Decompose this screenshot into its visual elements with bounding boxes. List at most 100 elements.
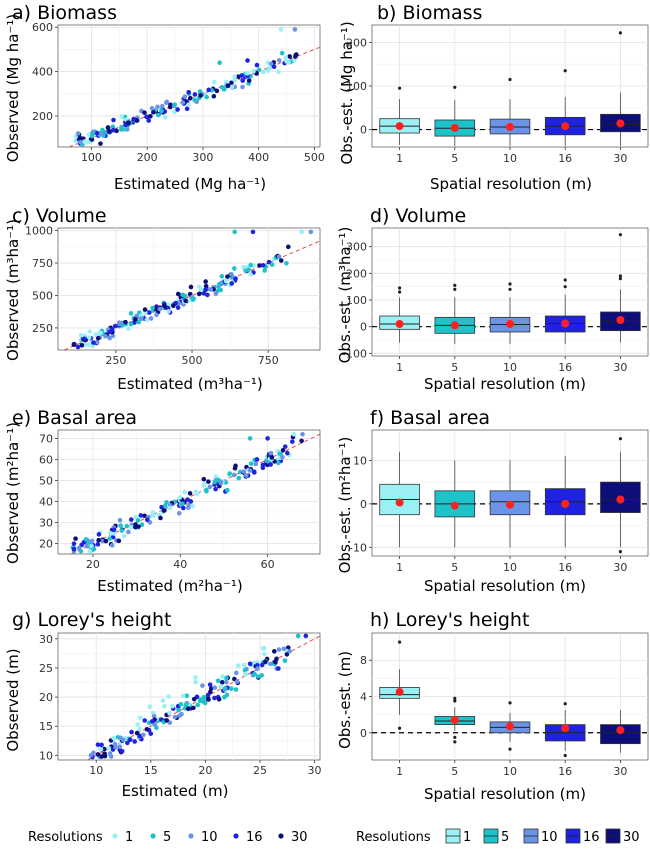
point-res-1 — [232, 77, 238, 83]
y-tick-label: 20 — [39, 691, 53, 704]
panel-c-ylabel: Observed (m³ha⁻¹) — [4, 219, 22, 361]
point-res-16 — [75, 344, 81, 350]
y-tick-label: 25 — [39, 662, 53, 675]
point-res-16 — [107, 329, 112, 335]
points-group — [71, 229, 314, 350]
point-res-16 — [203, 287, 208, 293]
point-res-10 — [268, 61, 274, 67]
point-res-10 — [281, 646, 287, 652]
point-res-16 — [260, 263, 266, 268]
panel-f-boxplot: -10 0 10 1 5 10 16 30 — [349, 429, 649, 574]
point-res-5 — [195, 702, 201, 708]
point-res-30 — [95, 752, 101, 757]
x-tick-label: 10 — [503, 765, 517, 778]
panel-d-title: d) Volume — [370, 205, 466, 227]
box-res-16 — [544, 69, 586, 147]
point-res-30 — [203, 283, 209, 289]
box-res-30 — [600, 437, 641, 554]
point-res-10 — [154, 312, 159, 318]
panel-h-title: h) Lorey's height — [370, 609, 529, 631]
outlier-point — [398, 286, 402, 290]
panel-d-xlabel: Spatial resolution (m) — [424, 375, 586, 393]
point-res-10 — [141, 732, 146, 738]
x-tick-label: 16 — [558, 152, 572, 165]
point-res-16 — [251, 469, 257, 475]
point-res-5 — [212, 479, 218, 485]
y-tick-label: 100 — [346, 294, 367, 307]
point-res-1 — [223, 278, 229, 284]
point-res-10 — [200, 683, 205, 688]
y-tick-label: 30 — [39, 633, 53, 646]
point-res-1 — [182, 489, 187, 495]
point-res-16 — [175, 107, 180, 112]
point-res-16 — [96, 532, 102, 537]
outlier-point — [453, 287, 457, 291]
x-tick-label: 10 — [503, 561, 517, 574]
point-res-30 — [280, 447, 286, 453]
point-res-1 — [98, 330, 103, 336]
point-res-30 — [148, 113, 153, 119]
point-res-16 — [128, 517, 134, 522]
point-res-16 — [260, 662, 265, 668]
mean-marker — [395, 320, 404, 328]
point-res-5 — [172, 102, 178, 108]
point-res-1 — [170, 703, 175, 709]
point-outlier — [295, 633, 301, 639]
point-res-10 — [112, 741, 118, 747]
point-res-30 — [284, 652, 290, 657]
point-res-10 — [117, 517, 123, 523]
point-res-5 — [90, 131, 95, 137]
point-res-1 — [82, 139, 87, 144]
point-res-16 — [276, 666, 281, 671]
point-res-10 — [186, 502, 191, 508]
panel-g-ylabel: Observed (m) — [4, 648, 22, 751]
panel-a-scatter: 200 400 600 100 200 300 400 500 — [32, 21, 325, 164]
point-res-1 — [232, 74, 237, 79]
point-res-1 — [223, 79, 229, 85]
point-res-10 — [139, 316, 144, 321]
panel-a-xlabel: Estimated (Mg ha⁻¹) — [114, 175, 266, 193]
panel-e-scatter: 20 30 40 50 60 70 20 40 60 — [39, 429, 321, 571]
y-tick-label: 100 — [346, 80, 367, 93]
panel-b-xlabel: Spatial resolution (m) — [430, 175, 592, 193]
point-res-1 — [167, 505, 173, 511]
outlier-point — [398, 726, 402, 730]
box-legend-title: Resolutions — [356, 830, 431, 845]
x-tick-label: 30 — [613, 561, 627, 574]
y-tick-label: 0 — [360, 124, 367, 137]
y-tick-label: 40 — [39, 495, 53, 508]
point-res-1 — [167, 710, 172, 716]
point-res-5 — [259, 673, 265, 678]
point-res-5 — [128, 311, 134, 316]
point-res-30 — [105, 125, 111, 131]
outlier-point — [563, 753, 567, 758]
point-res-1 — [248, 272, 254, 277]
y-tick-label: -10 — [349, 541, 367, 554]
box-res-1 — [379, 286, 420, 343]
point-res-30 — [71, 342, 77, 348]
point-res-10 — [177, 713, 182, 719]
point-res-5 — [155, 112, 161, 118]
mean-marker — [450, 716, 459, 725]
point-res-30 — [89, 137, 95, 142]
y-tick-label: 750 — [32, 257, 53, 270]
point-res-16 — [99, 742, 104, 748]
point-res-10 — [107, 751, 113, 756]
point-res-10 — [117, 321, 122, 327]
point-res-5 — [182, 293, 188, 299]
point-res-1 — [218, 684, 224, 689]
point-res-30 — [168, 102, 173, 108]
box-res-10 — [489, 701, 531, 751]
point-res-1 — [172, 109, 177, 115]
point-res-16 — [138, 513, 144, 518]
point-res-16 — [240, 78, 245, 83]
point-res-10 — [99, 131, 105, 137]
point-res-5 — [256, 67, 262, 73]
panel-h-xlabel: Spatial resolution (m) — [424, 785, 586, 803]
point-res-30 — [299, 438, 304, 444]
y-tick-label: 600 — [32, 21, 53, 34]
point-res-1 — [190, 503, 195, 509]
x-tick-label: 500 — [182, 354, 203, 367]
point-res-16 — [266, 259, 272, 265]
point-res-1 — [276, 69, 281, 75]
